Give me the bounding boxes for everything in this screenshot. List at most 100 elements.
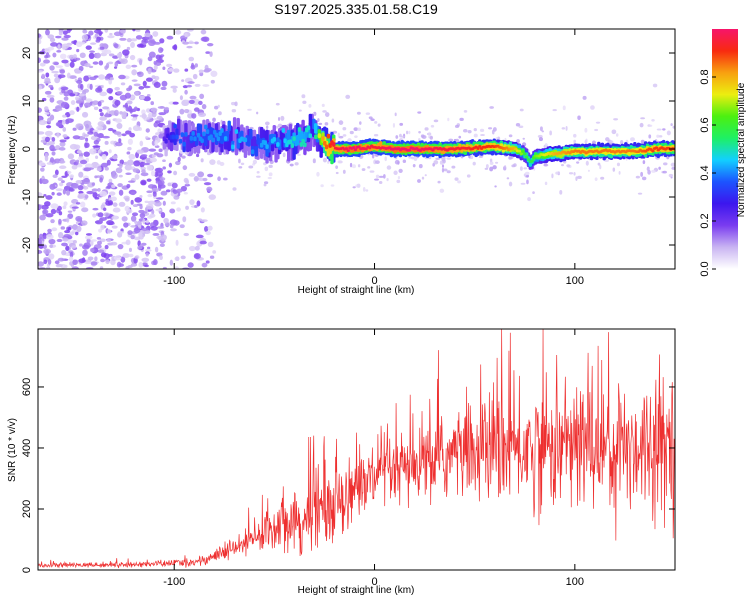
ridge-cell	[277, 139, 282, 150]
noise-speckle	[177, 156, 181, 163]
noise-speckle	[98, 217, 104, 223]
snr-x-axis-label: Height of straight line (km)	[298, 585, 415, 596]
noise-speckle	[136, 43, 144, 48]
noise-speckle	[145, 128, 150, 133]
ridge-cell	[254, 145, 258, 157]
ridge-halo-speckle	[454, 124, 460, 128]
ridge-halo-speckle	[599, 164, 602, 170]
noise-speckle	[96, 125, 104, 131]
ridge-cell	[303, 142, 307, 148]
noise-speckle	[54, 77, 61, 84]
noise-speckle	[64, 230, 71, 234]
noise-speckle	[135, 35, 143, 40]
noise-speckle	[154, 139, 158, 147]
noise-speckle	[85, 98, 93, 103]
noise-speckle	[154, 171, 159, 178]
noise-speckle	[130, 191, 136, 196]
noise-speckle	[212, 117, 216, 122]
ridge-halo-speckle	[480, 134, 485, 137]
noise-speckle	[75, 202, 81, 205]
spectrogram-x-axis-label: Height of straight line (km)	[298, 285, 415, 296]
noise-speckle	[55, 35, 62, 39]
noise-speckle	[142, 218, 146, 225]
noise-speckle	[75, 41, 83, 48]
noise-speckle	[146, 94, 151, 97]
noise-speckle	[85, 137, 89, 142]
noise-speckle	[62, 237, 69, 242]
ridge-halo-speckle	[230, 101, 236, 106]
noise-speckle	[159, 255, 163, 261]
noise-speckle	[41, 204, 49, 210]
ridge-halo-speckle	[337, 160, 343, 164]
ridge-cell	[288, 139, 293, 145]
noise-speckle	[166, 63, 173, 68]
ridge-halo-speckle	[342, 127, 347, 131]
noise-speckle	[52, 52, 57, 58]
noise-speckle	[132, 29, 136, 32]
noise-speckle	[131, 117, 138, 121]
noise-speckle	[134, 91, 139, 96]
ridge-halo-speckle	[670, 123, 673, 127]
noise-speckle	[154, 167, 161, 173]
noise-speckle	[59, 141, 66, 147]
noise-speckle	[104, 166, 109, 171]
noise-speckle	[157, 226, 165, 229]
ridge-halo-speckle	[297, 153, 301, 156]
noise-speckle	[181, 79, 185, 82]
noise-speckle	[126, 209, 133, 214]
noise-speckle	[44, 77, 51, 83]
noise-speckle	[49, 157, 55, 163]
ridge-halo-speckle	[670, 162, 675, 167]
ridge-halo-speckle	[223, 177, 228, 181]
noise-speckle	[93, 139, 100, 145]
noise-speckle	[132, 168, 140, 173]
noise-speckle	[97, 85, 102, 92]
noise-speckle	[200, 219, 208, 222]
noise-speckle	[109, 77, 115, 81]
ridge-halo-speckle	[384, 156, 387, 162]
noise-speckle	[58, 211, 63, 216]
noise-speckle	[104, 244, 109, 250]
ridge-halo-speckle	[640, 117, 646, 120]
colorbar-bar	[712, 29, 738, 269]
noise-speckle	[185, 205, 189, 210]
noise-speckle	[85, 233, 92, 236]
noise-speckle	[97, 150, 102, 154]
noise-speckle	[88, 30, 94, 36]
noise-speckle	[151, 111, 157, 118]
ridge-cell	[332, 142, 336, 147]
ridge-halo-speckle	[406, 130, 409, 135]
ridge-halo-speckle	[446, 170, 451, 174]
noise-speckle	[76, 79, 83, 84]
ridge-halo-speckle	[322, 157, 327, 163]
noise-speckle	[118, 163, 123, 169]
ridge-halo-speckle	[656, 134, 660, 138]
noise-speckle	[203, 182, 212, 186]
noise-speckle	[75, 96, 79, 101]
ridge-halo-speckle	[354, 135, 358, 138]
ridge-halo-speckle	[248, 165, 254, 169]
noise-speckle	[126, 100, 133, 105]
noise-speckle	[126, 37, 132, 43]
ridge-cell	[211, 137, 215, 143]
noise-speckle	[107, 127, 114, 132]
ridge-halo-speckle	[240, 162, 245, 166]
noise-speckle	[145, 108, 151, 113]
noise-speckle	[209, 51, 213, 58]
noise-speckle	[191, 62, 195, 69]
noise-speckle	[97, 101, 102, 107]
ridge-halo-speckle	[413, 156, 418, 162]
noise-speckle	[68, 188, 75, 192]
ridge-halo-speckle	[522, 137, 525, 140]
ridge-halo-speckle	[424, 174, 427, 177]
noise-speckle	[66, 217, 70, 223]
figure-title: S197.2025.335.01.58.C19	[274, 1, 438, 17]
noise-speckle	[61, 37, 69, 41]
noise-speckle	[97, 240, 102, 246]
ridge-cell	[357, 145, 361, 149]
noise-speckle	[182, 85, 188, 89]
ridge-cell	[651, 149, 655, 153]
noise-speckle	[43, 193, 47, 197]
ridge-halo-speckle	[494, 185, 497, 188]
noise-speckle	[62, 188, 67, 195]
